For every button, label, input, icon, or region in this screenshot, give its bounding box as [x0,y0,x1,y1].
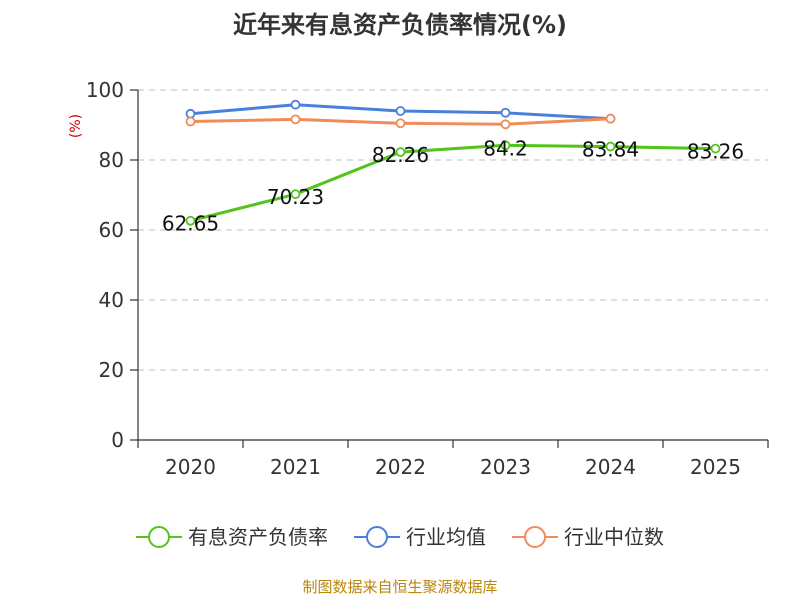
y-tick-label: 20 [99,358,124,382]
data-point [290,189,301,200]
data-point [395,106,406,116]
x-tick-label: 2020 [165,455,216,479]
legend-label: 有息资产负债率 [188,525,328,549]
data-label: 62.65 [162,212,219,236]
legend: 有息资产负债率 行业均值 行业中位数 [136,525,664,549]
source-note: 制图数据来自恒生聚源数据库 [302,578,497,596]
data-label: 70.23 [267,185,324,209]
data-point [500,107,511,118]
legend-marker-icon [148,526,170,548]
data-point [395,147,406,157]
axes: 0 20 40 60 80 100 2020 2021 2022 2023 2024 2025 [86,78,769,479]
legend-marker-icon [524,526,546,548]
legend-label: 行业均值 [406,525,486,549]
data-point [605,141,616,152]
data-label: 83.26 [687,140,744,164]
data-labels: 62.65 70.23 82.26 84.2 83.84 83.26 [162,136,744,235]
x-tick-label: 2022 [375,455,426,479]
data-label: 84.2 [483,136,528,160]
x-tick-label: 2025 [690,455,741,479]
data-point [290,99,301,110]
legend-label: 行业中位数 [564,525,664,549]
chart-title: 近年来有息资产负债率情况(%) [233,11,567,39]
data-point [395,118,406,129]
legend-marker-icon [366,526,388,548]
y-tick-label: 100 [86,78,124,102]
data-label: 82.26 [372,143,429,167]
x-tick-label: 2023 [480,455,531,479]
data-point [500,119,511,130]
data-label: 83.84 [582,138,639,162]
data-point [605,113,616,124]
data-point [290,114,301,125]
data-point [500,140,511,151]
series-line [190,143,716,223]
data-point [710,143,721,154]
x-tick-label: 2024 [585,455,636,479]
x-tick-label: 2021 [270,455,321,479]
series-layer [185,99,721,226]
y-tick-label: 80 [99,148,124,172]
y-axis-label: (%) [68,114,84,138]
data-point [185,215,196,226]
data-point [185,116,196,127]
grid-lines [138,89,768,371]
y-tick-label: 60 [99,218,124,242]
y-tick-label: 40 [99,288,124,312]
y-tick-label: 0 [111,428,124,452]
